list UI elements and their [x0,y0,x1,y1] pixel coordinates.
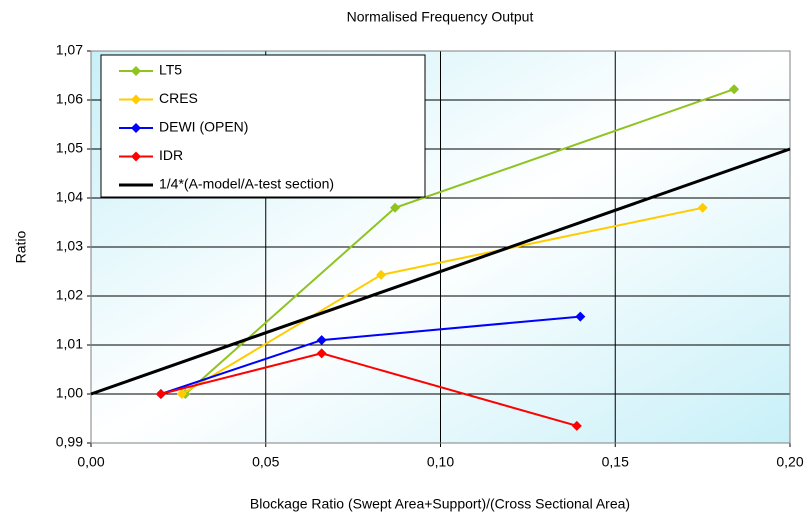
y-tick-label: 1,00 [56,385,83,401]
y-tick-label: 1,04 [56,189,83,205]
y-tick-label: 1,05 [56,140,83,156]
data-point [155,389,166,399]
data-point [376,269,387,280]
legend-label: LT5 [159,62,182,78]
data-point [729,84,740,95]
plot-border [90,50,791,444]
legend-label: 1/4*(A-model/A-test section) [159,176,334,192]
x-tick-label: 0,20 [776,454,803,470]
legend-label: IDR [159,147,183,163]
x-tick-label: 0,15 [602,454,629,470]
legend-marker [131,66,141,76]
y-tick-label: 1,03 [56,238,83,254]
x-axis-label: Blockage Ratio (Swept Area+Support)/(Cro… [250,496,630,512]
data-point [697,202,708,213]
legend-label: CRES [159,90,198,106]
y-axis-label: Ratio [13,230,29,263]
y-tick-label: 1,06 [56,91,83,107]
data-point [176,389,187,399]
legend-label: DEWI (OPEN) [159,119,248,135]
y-tick-label: 1,02 [56,287,83,303]
data-point [575,311,586,322]
x-tick-label: 0,05 [252,454,279,470]
y-tick-label: 1,07 [56,42,83,58]
data-point [316,335,327,346]
x-tick-label: 0,10 [427,454,454,470]
chart-title: Normalised Frequency Output [347,9,534,25]
legend-marker [131,94,141,105]
legend-box [100,54,426,198]
data-point [316,348,327,359]
data-point [390,202,401,213]
legend-marker [131,123,141,133]
x-tick-label: 0,00 [77,454,104,470]
y-tick-label: 0,99 [56,434,83,450]
series-line [90,147,791,396]
legend-marker [131,151,141,162]
data-point [571,420,582,431]
y-tick-label: 1,01 [56,336,83,352]
